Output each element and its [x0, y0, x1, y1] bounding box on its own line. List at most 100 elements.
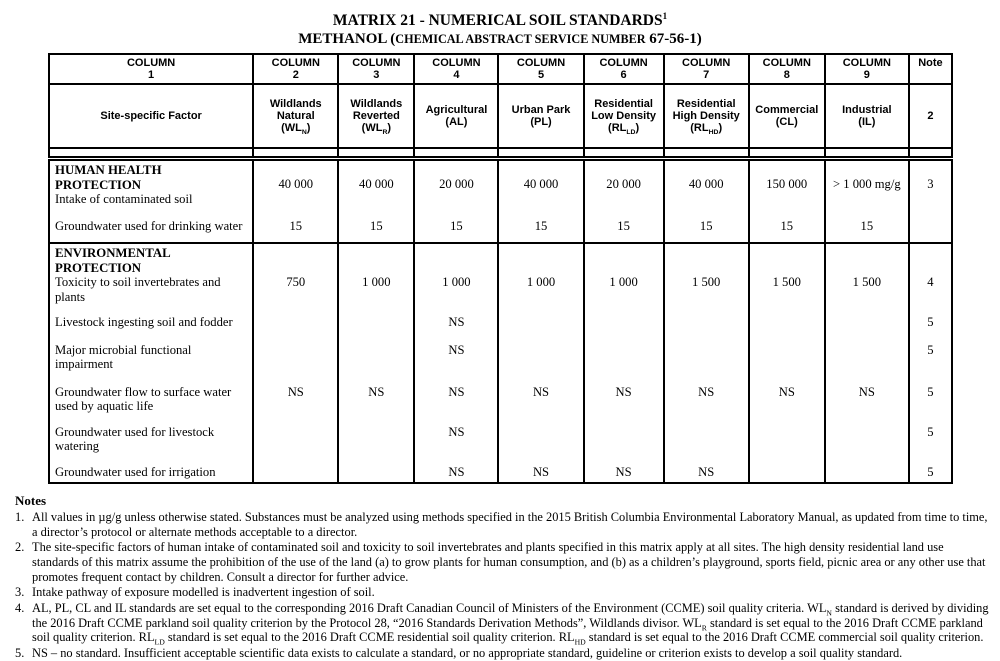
spacer-cell	[252, 148, 340, 162]
spacer-cell	[907, 148, 954, 162]
column-3-number-header: COLUMN 3	[337, 53, 416, 86]
subscript: LD	[626, 129, 636, 137]
factor-cell: Groundwater used for livestock watering	[47, 422, 255, 463]
factor-label: Intake of contaminated soil	[55, 192, 193, 207]
factor-label: Groundwater flow to surface water used b…	[55, 384, 232, 414]
factor-label: Major microbial functional impairment	[55, 342, 192, 372]
subscript: R	[382, 129, 388, 137]
value-cell: 20 000	[582, 158, 665, 217]
note-cell: 5	[907, 340, 954, 383]
column-1-number-header: COLUMN 1	[47, 53, 255, 86]
standards-table: COLUMN 1 COLUMN 2 COLUMN 3 COLUMN 4 COLUMN 5 COLUM…	[47, 53, 954, 485]
value-cell: 750	[252, 243, 340, 314]
value-cell: NS	[337, 382, 416, 423]
column-3-label-header: Wildlands Reverted (WLR)	[337, 83, 416, 150]
table-header: COLUMN 1 COLUMN 2 COLUMN 3 COLUMN 4 COLUMN 5 COLUM…	[47, 53, 954, 162]
column-9-number-header: COLUMN 9	[823, 53, 910, 86]
value-cell: NS	[413, 382, 500, 423]
column-9-label-header: Industrial (IL)	[823, 83, 910, 150]
value-cell	[497, 340, 585, 383]
value-cell	[823, 462, 910, 485]
value-cell	[823, 422, 910, 463]
value-cell	[337, 313, 416, 341]
factor-cell: Livestock ingesting soil and fodder	[47, 313, 255, 341]
spacer-cell	[337, 148, 416, 162]
value-cell	[337, 462, 416, 485]
value-cell	[252, 313, 340, 341]
factor-label: Groundwater used for irrigation	[55, 464, 216, 479]
cas-label: CHEMICAL ABSTRACT SERVICE NUMBER	[395, 32, 646, 47]
spacer-cell	[747, 148, 826, 162]
note-item: 1. All values in µg/g unless otherwise st…	[15, 510, 993, 539]
value-cell	[747, 422, 826, 463]
value-cell: 150 000	[747, 158, 826, 217]
value-cell	[747, 340, 826, 383]
subscript: HD	[708, 129, 719, 137]
title-superscript: 1	[662, 11, 668, 21]
table-row: Groundwater used for livestock watering N…	[47, 422, 954, 463]
value-cell: NS	[252, 382, 340, 423]
value-cell: > 1 000 mg/g	[823, 158, 910, 217]
value-cell: 15	[582, 216, 665, 245]
note-number: 1.	[15, 509, 25, 524]
spacer-cell	[823, 148, 910, 162]
note-cell: 5	[907, 313, 954, 341]
spacer-cell	[47, 148, 255, 162]
column-6-label-header: Residential Low Density (RLLD)	[582, 83, 665, 150]
note-cell: 5	[907, 382, 954, 423]
subscript: R	[701, 623, 707, 633]
table-row: Groundwater used for irrigation NS NS NS NS 5	[47, 462, 954, 485]
column-5-label-header: Urban Park (PL)	[497, 83, 585, 150]
note-cell: 5	[907, 422, 954, 463]
value-cell: NS	[582, 462, 665, 485]
value-cell	[252, 462, 340, 485]
column-10-label-header: 2	[907, 83, 954, 150]
value-cell	[662, 313, 750, 341]
value-cell: 15	[252, 216, 340, 245]
factor-cell: ENVIRONMENTAL PROTECTION Toxicity to soil…	[47, 243, 255, 314]
table-header-row-2: Site-specific Factor Wildlands Natural (WLN…	[47, 83, 954, 150]
value-cell: 1 000	[337, 243, 416, 314]
value-cell: 40 000	[337, 158, 416, 217]
subscript: N	[301, 129, 307, 137]
note-item: 3. Intake pathway of exposure modelled is…	[15, 585, 993, 600]
value-cell	[337, 340, 416, 383]
note-cell: 5	[907, 462, 954, 485]
value-cell: NS	[413, 313, 500, 341]
page-subtitle: METHANOL (CHEMICAL ABSTRACT SERVICE NUMB…	[0, 30, 1000, 48]
value-cell: NS	[662, 462, 750, 485]
page-title-text: MATRIX 21 - NUMERICAL SOIL STANDARDS	[332, 12, 663, 30]
value-cell: 1 000	[413, 243, 500, 314]
value-cell: 15	[823, 216, 910, 245]
column-7-number-header: COLUMN 7	[662, 53, 750, 86]
spacer-cell	[662, 148, 750, 162]
value-cell: 1 000	[497, 243, 585, 314]
value-cell: 40 000	[662, 158, 750, 217]
value-cell: NS	[413, 422, 500, 463]
value-cell	[662, 340, 750, 383]
value-cell	[823, 313, 910, 341]
column-7-label-header: Residential High Density (RLHD)	[662, 83, 750, 150]
value-cell: 1 500	[747, 243, 826, 314]
notes-title: Notes	[15, 493, 47, 509]
value-cell: NS	[413, 340, 500, 383]
value-cell: 15	[413, 216, 500, 245]
notes-section: Notes 1. All values in µg/g unless otherw…	[15, 493, 993, 661]
value-cell: 1 500	[823, 243, 910, 314]
note-item: 2. The site-specific factors of human int…	[15, 540, 993, 584]
note-cell: 3	[907, 158, 954, 217]
column-8-number-header: COLUMN 8	[747, 53, 826, 86]
column-5-number-header: COLUMN 5	[497, 53, 585, 86]
table-body: HUMAN HEALTH PROTECTION Intake of contami…	[47, 158, 954, 485]
value-cell: NS	[582, 382, 665, 423]
column-2-number-header: COLUMN 2	[252, 53, 340, 86]
value-cell: 15	[337, 216, 416, 245]
factor-label: Toxicity to soil invertebrates and plant…	[55, 275, 221, 304]
value-cell: 1 500	[662, 243, 750, 314]
note-text: NS – no standard. Insufficient acceptabl…	[32, 646, 903, 661]
note-number: 4.	[15, 601, 25, 616]
column-2-label-header: Wildlands Natural (WLN)	[252, 83, 340, 150]
value-cell	[497, 313, 585, 341]
chemical-name: METHANOL (	[298, 31, 396, 48]
table-header-row-1: COLUMN 1 COLUMN 2 COLUMN 3 COLUMN 4 COLUMN 5 COLUM…	[47, 53, 954, 86]
